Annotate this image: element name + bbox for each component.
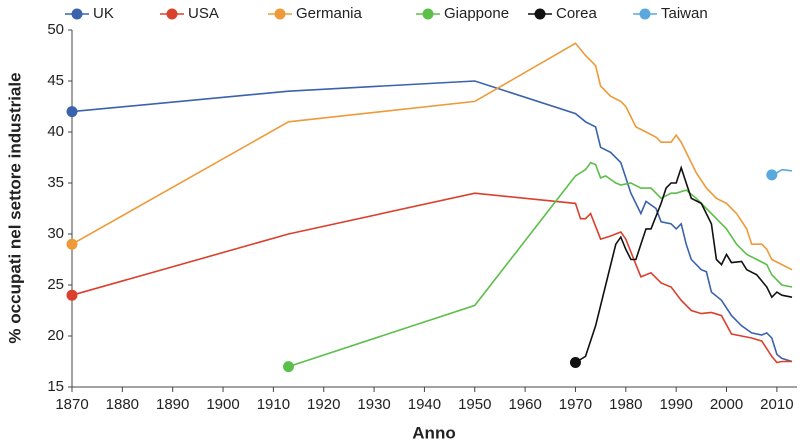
series-line	[71, 42, 793, 271]
y-tick-label: 20	[47, 327, 64, 344]
legend-marker	[274, 8, 286, 20]
y-tick-label: 15	[47, 378, 64, 395]
y-tick-label: 25	[47, 276, 64, 293]
legend-marker	[422, 8, 434, 20]
start-marker	[282, 361, 294, 373]
x-tick-label: 1920	[307, 396, 340, 413]
y-tick-label: 40	[47, 123, 64, 140]
legend-label: Corea	[556, 5, 598, 22]
x-tick-label: 1930	[357, 396, 390, 413]
y-tick-label: 45	[47, 72, 64, 89]
legend-label: Giappone	[444, 5, 509, 22]
x-tick-label: 1900	[206, 396, 239, 413]
y-axis-title: % occupati nel settore industriale	[5, 72, 24, 343]
series-line	[71, 192, 792, 364]
legend-label: UK	[93, 5, 114, 22]
x-tick-label: 2000	[710, 396, 743, 413]
legend-label: USA	[188, 5, 219, 22]
start-marker	[66, 289, 78, 301]
y-tick-label: 50	[47, 21, 64, 38]
start-marker	[66, 238, 78, 250]
y-tick-label: 35	[47, 174, 64, 191]
start-marker	[66, 106, 78, 118]
legend-marker	[166, 8, 178, 20]
x-tick-label: 1890	[156, 396, 189, 413]
legend-marker	[71, 8, 83, 20]
y-tick-label: 30	[47, 225, 64, 242]
x-tick-label: 2010	[760, 396, 793, 413]
start-marker	[766, 169, 778, 181]
x-tick-label: 1870	[55, 396, 88, 413]
legend-label: Germania	[296, 5, 363, 22]
x-tick-label: 1940	[408, 396, 441, 413]
x-tick-label: 1910	[257, 396, 290, 413]
x-tick-label: 1950	[458, 396, 491, 413]
x-tick-label: 1990	[659, 396, 692, 413]
x-tick-label: 1960	[508, 396, 541, 413]
series-line	[71, 80, 793, 363]
x-axis-title: Anno	[412, 423, 455, 442]
series-line	[575, 165, 793, 364]
legend-marker	[534, 8, 546, 20]
start-marker	[569, 357, 581, 369]
legend-label: Taiwan	[661, 5, 708, 22]
series-line	[288, 161, 793, 368]
x-tick-label: 1980	[609, 396, 642, 413]
x-tick-label: 1880	[106, 396, 139, 413]
x-tick-label: 1970	[559, 396, 592, 413]
legend-marker	[639, 8, 651, 20]
